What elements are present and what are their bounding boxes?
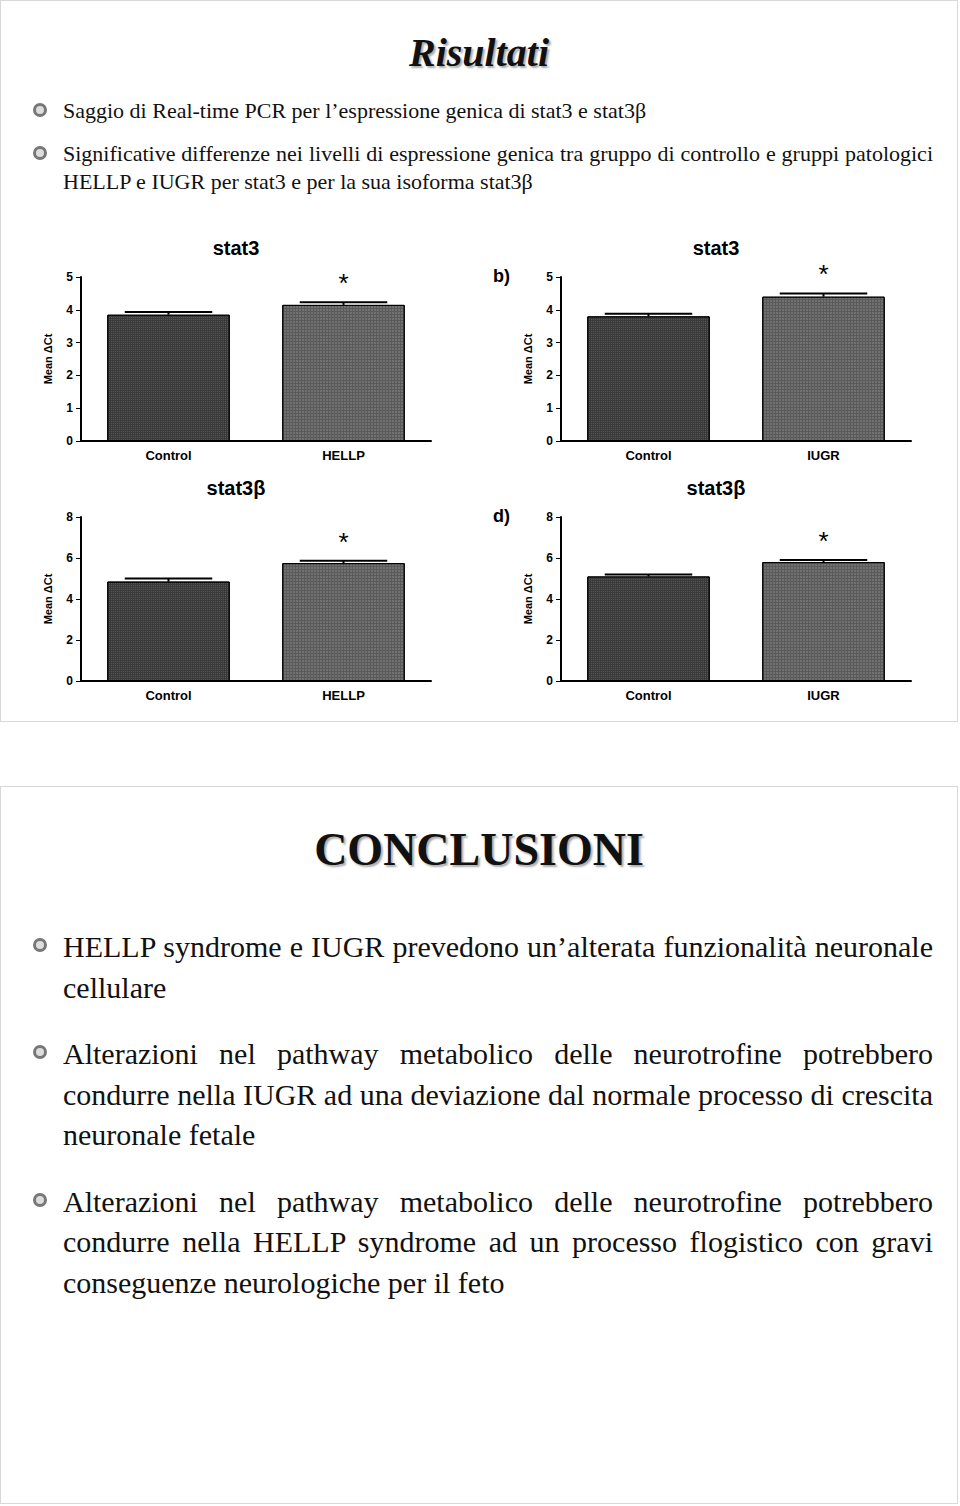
svg-text:4: 4 (66, 592, 73, 606)
html-text:HELLP syndrome e IUGR prevedon: HELLP syndrome e IUGR prevedono un’alter… (63, 930, 933, 1004)
svg-text:8: 8 (546, 510, 553, 524)
svg-text:*: * (338, 527, 348, 557)
svg-text:Control: Control (145, 688, 191, 703)
svg-text:stat3: stat3 (213, 237, 260, 259)
svg-text:0: 0 (546, 674, 553, 688)
svg-text:d): d) (493, 506, 510, 526)
svg-text:Mean ΔCt: Mean ΔCt (522, 573, 534, 624)
svg-text:*: * (818, 259, 828, 289)
svg-text:2: 2 (546, 633, 553, 647)
svg-text:Control: Control (145, 448, 191, 463)
html-text:Saggio di Real-time PCR per l’: Saggio di Real-time PCR per l’espression… (63, 98, 647, 123)
svg-text:HELLP: HELLP (322, 688, 365, 703)
svg-text:0: 0 (66, 434, 73, 448)
svg-text:Mean ΔCt: Mean ΔCt (42, 573, 54, 624)
svg-text:stat3: stat3 (693, 237, 740, 259)
svg-text:6: 6 (546, 551, 553, 565)
svg-text:6: 6 (66, 551, 73, 565)
svg-text:HELLP: HELLP (322, 448, 365, 463)
svg-text:5: 5 (66, 270, 73, 284)
html-text:Significative differenze nei l: Significative differenze nei livelli di … (63, 140, 933, 195)
svg-text:2: 2 (66, 633, 73, 647)
svg-text:*: * (338, 268, 348, 298)
svg-text:0: 0 (66, 674, 73, 688)
svg-text:5: 5 (546, 270, 553, 284)
svg-text:3: 3 (66, 336, 73, 350)
svg-text:*: * (818, 526, 828, 556)
html-text:CONCLUSIONI: CONCLUSIONI (314, 824, 644, 875)
html-text:Alterazioni nel pathway metabo: Alterazioni nel pathway metabolico delle… (63, 1037, 933, 1151)
svg-text:1: 1 (66, 401, 73, 415)
svg-text:1: 1 (546, 401, 553, 415)
svg-text:Mean ΔCt: Mean ΔCt (522, 333, 534, 384)
svg-text:8: 8 (66, 510, 73, 524)
svg-text:2: 2 (66, 368, 73, 382)
svg-text:4: 4 (546, 592, 553, 606)
svg-text:3: 3 (546, 336, 553, 350)
svg-text:0: 0 (546, 434, 553, 448)
svg-text:4: 4 (66, 303, 73, 317)
html-text:Risultati: Risultati (409, 30, 549, 75)
svg-text:IUGR: IUGR (807, 688, 840, 703)
html-text:Alterazioni nel pathway metabo: Alterazioni nel pathway metabolico delle… (63, 1184, 933, 1299)
svg-text:IUGR: IUGR (807, 448, 840, 463)
svg-text:stat3β: stat3β (207, 477, 266, 499)
svg-text:Mean ΔCt: Mean ΔCt (42, 333, 54, 384)
svg-text:Control: Control (625, 688, 671, 703)
svg-text:Control: Control (625, 448, 671, 463)
svg-text:2: 2 (546, 368, 553, 382)
svg-text:4: 4 (546, 303, 553, 317)
svg-text:stat3β: stat3β (687, 477, 746, 499)
svg-text:b): b) (493, 266, 510, 286)
